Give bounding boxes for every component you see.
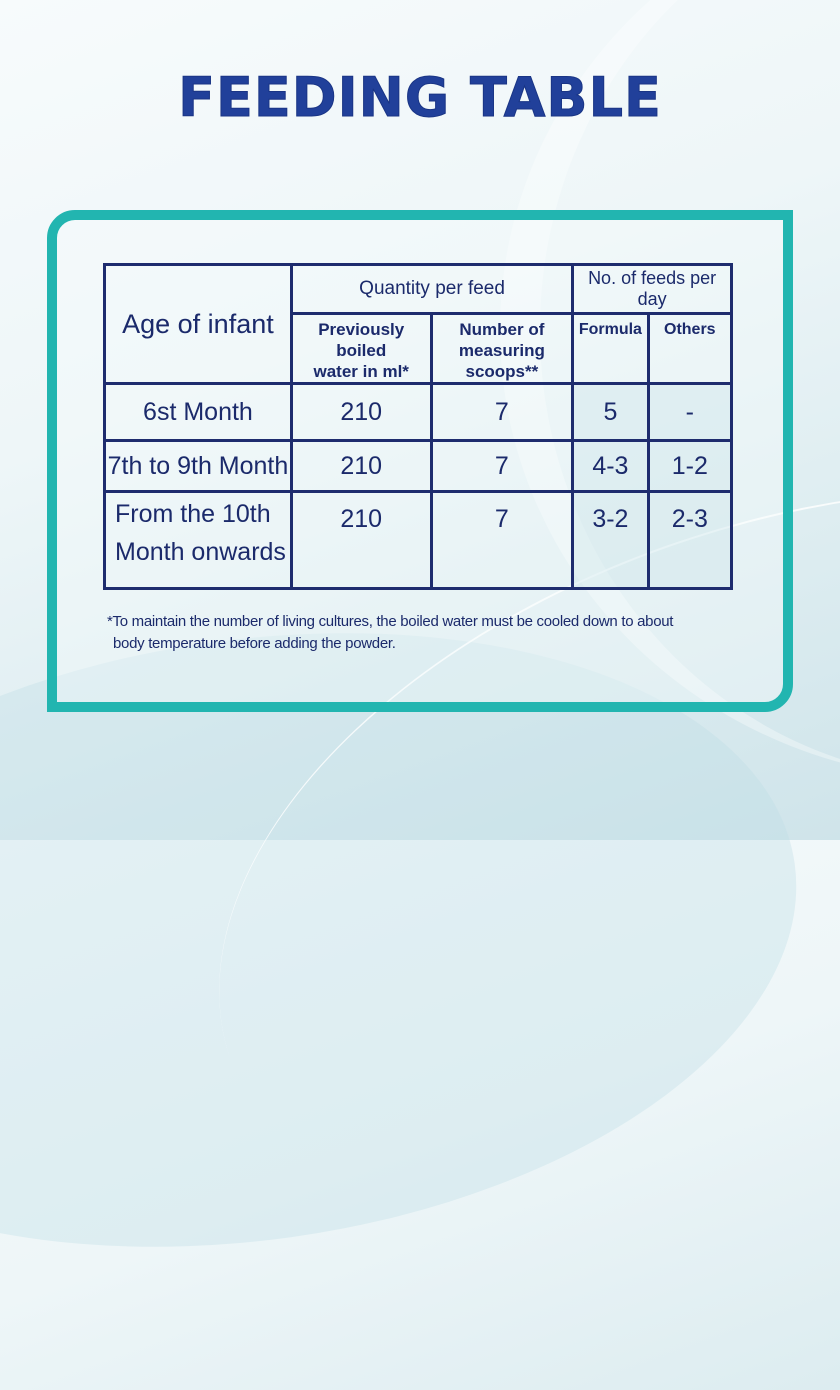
header-quantity-per-feed: Quantity per feed <box>289 263 575 315</box>
header-formula: Formula <box>571 312 650 385</box>
header-boiled-water: Previously boiled water in ml* <box>289 312 433 385</box>
cell-age: From the 10th Month onwards <box>103 490 293 590</box>
header-feeds-per-day: No. of feeds per day <box>571 263 733 315</box>
footnote-line-1: *To maintain the number of living cultur… <box>107 613 674 630</box>
cell-scoops: 7 <box>429 490 575 590</box>
cell-age-line1: From the 10th <box>115 500 271 528</box>
footnote-line-2: body temperature before adding the powde… <box>113 635 396 652</box>
header-boiled-water-line1: Previously boiled <box>318 320 405 360</box>
header-measuring-scoops: Number of measuring scoops** <box>429 312 575 385</box>
header-row-2: Previously boiled water in ml* Number of… <box>105 312 734 385</box>
cell-water-ml: 210 <box>289 382 433 442</box>
cell-others: - <box>646 382 734 442</box>
cell-water-ml: 210 <box>289 439 433 493</box>
cell-age-line2: Month onwards <box>115 538 286 566</box>
cell-others: 2-3 <box>646 490 734 590</box>
cell-scoops: 7 <box>429 439 575 493</box>
table-row: 7th to 9th Month 210 7 4-3 1-2 <box>103 439 734 493</box>
cell-age: 6st Month <box>103 382 293 442</box>
cell-others: 1-2 <box>646 439 734 493</box>
cell-scoops: 7 <box>429 382 575 442</box>
cell-water-ml: 210 <box>289 490 433 590</box>
feeding-table: Age of infant Quantity per feed No. of f… <box>103 263 734 590</box>
cell-age: 7th to 9th Month <box>103 439 293 493</box>
table-row: From the 10th Month onwards 210 7 3-2 2-… <box>103 490 734 590</box>
table-row: 6st Month 210 7 5 - <box>103 382 734 442</box>
header-scoops-line1: Number of <box>459 320 545 339</box>
page-title: FEEDING TABLE <box>178 66 662 130</box>
header-row-1: Age of infant Quantity per feed No. of f… <box>103 263 733 385</box>
header-boiled-water-line2: water in ml* <box>313 362 409 381</box>
cell-formula: 3-2 <box>571 490 650 590</box>
header-others: Others <box>646 312 734 385</box>
header-age-of-infant: Age of infant <box>103 263 293 385</box>
footnote: *To maintain the number of living cultur… <box>107 611 707 655</box>
cell-formula: 5 <box>571 382 650 442</box>
cell-formula: 4-3 <box>571 439 650 493</box>
header-scoops-line2: measuring scoops** <box>458 341 545 381</box>
